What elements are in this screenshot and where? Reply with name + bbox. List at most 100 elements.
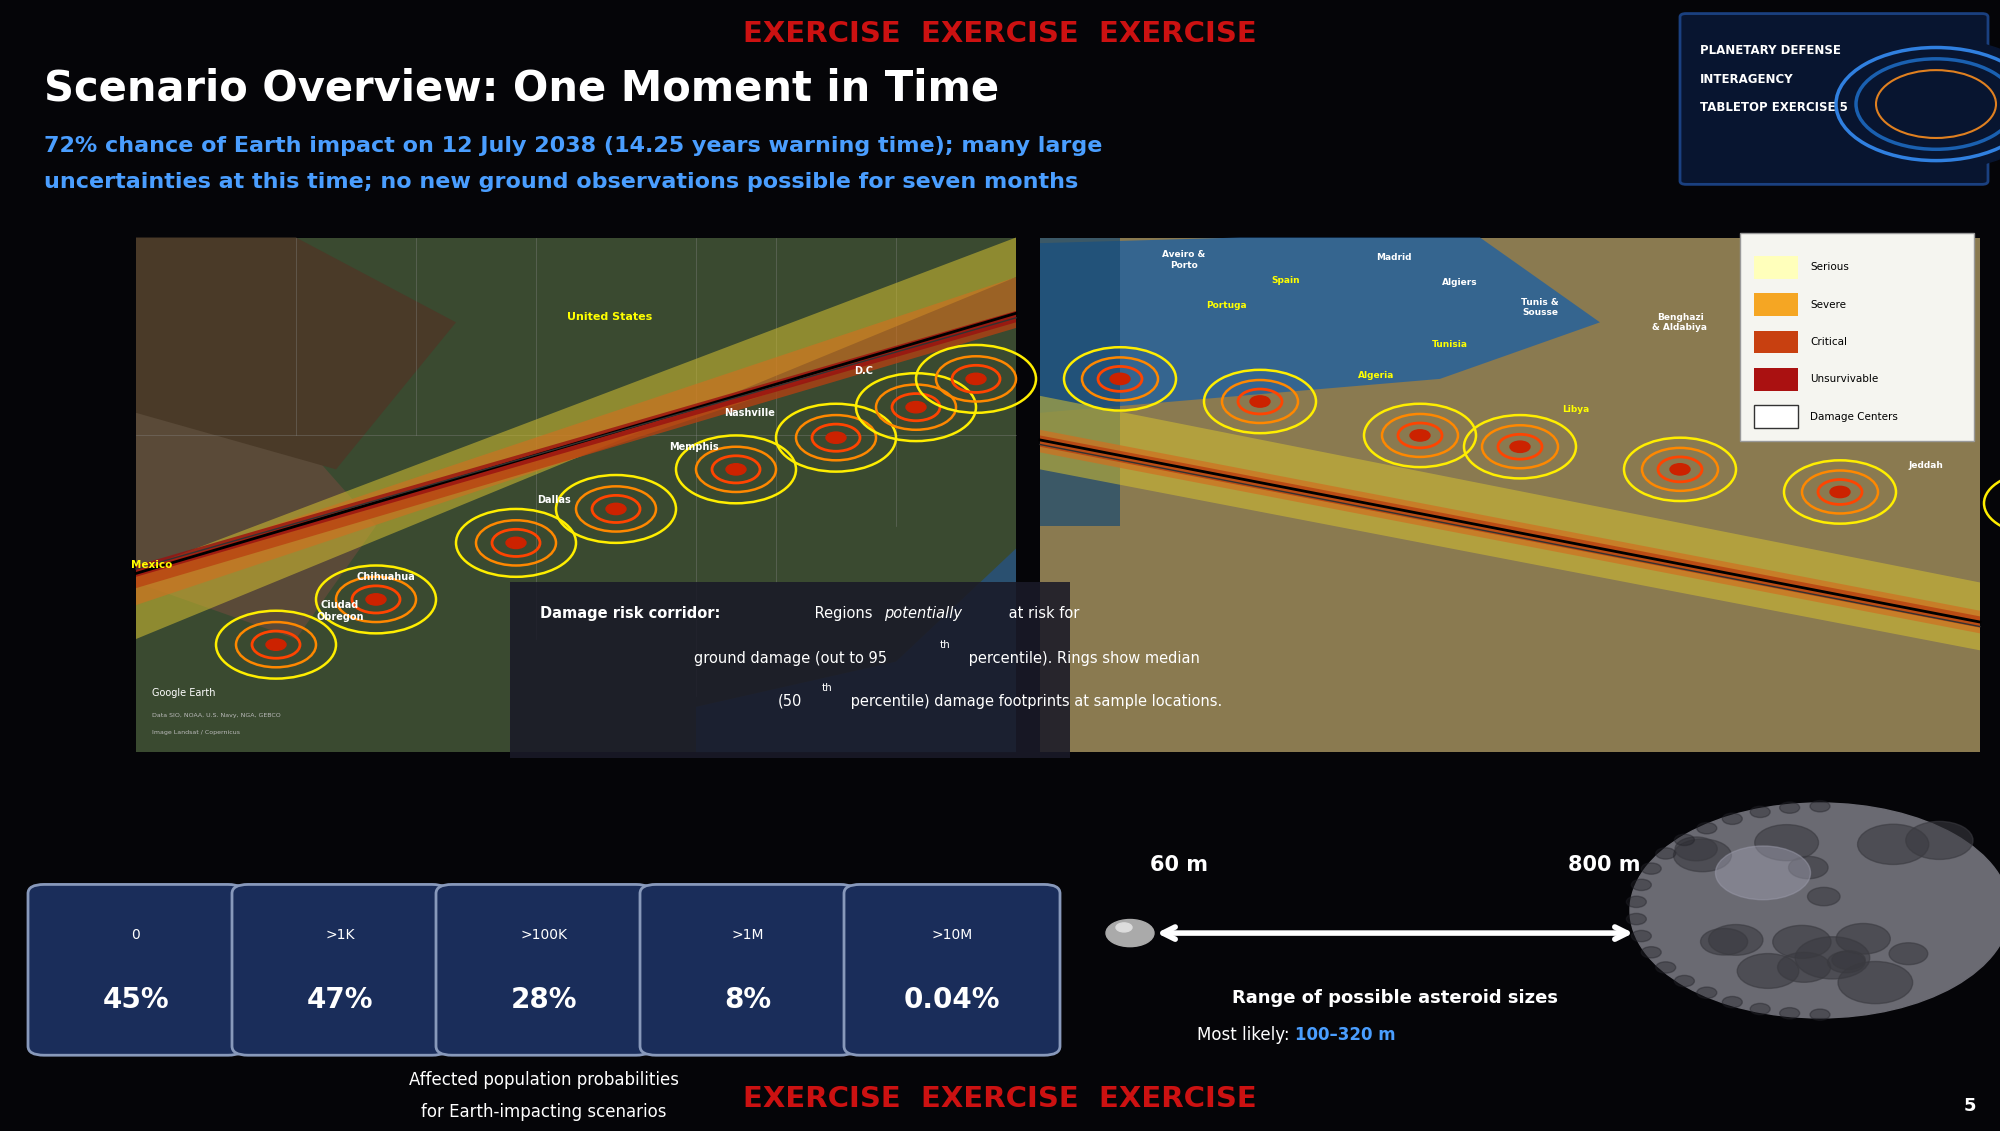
Text: Google Earth: Google Earth [152, 688, 216, 698]
Text: 100–320 m: 100–320 m [1296, 1026, 1396, 1044]
Text: Aswan: Aswan [1794, 428, 1826, 437]
Text: 47%: 47% [306, 986, 374, 1015]
Text: United States: United States [568, 312, 652, 321]
Circle shape [1670, 464, 1690, 475]
Text: for Earth-impacting scenarios: for Earth-impacting scenarios [422, 1103, 666, 1121]
Text: Critical: Critical [1810, 337, 1848, 347]
Circle shape [1110, 373, 1130, 385]
Polygon shape [1040, 238, 1120, 526]
Text: Most likely:: Most likely: [1198, 1026, 1296, 1044]
FancyBboxPatch shape [510, 582, 1070, 758]
Circle shape [726, 464, 746, 475]
Text: Madrid: Madrid [1376, 253, 1412, 262]
Circle shape [1830, 486, 1850, 498]
FancyBboxPatch shape [1754, 293, 1798, 317]
Circle shape [1828, 951, 1864, 973]
Polygon shape [136, 311, 1016, 588]
Circle shape [606, 503, 626, 515]
Circle shape [1906, 821, 1974, 860]
Text: 0.04%: 0.04% [904, 986, 1000, 1015]
Circle shape [506, 537, 526, 549]
FancyBboxPatch shape [1754, 406, 1798, 428]
Circle shape [1626, 896, 1646, 907]
Circle shape [1772, 925, 1832, 958]
Text: Aveiro &
Porto: Aveiro & Porto [1162, 250, 1206, 270]
Text: Ciudad
Obregon: Ciudad Obregon [316, 599, 364, 622]
Circle shape [1656, 961, 1676, 973]
Text: >10M: >10M [932, 927, 972, 942]
Circle shape [1656, 848, 1676, 860]
Circle shape [1838, 961, 1912, 1003]
Circle shape [1722, 996, 1742, 1008]
Polygon shape [136, 356, 376, 639]
Circle shape [1738, 953, 1798, 988]
Circle shape [1750, 1003, 1770, 1015]
Text: >100K: >100K [520, 927, 568, 942]
Circle shape [1510, 441, 1530, 452]
Text: potentially: potentially [884, 605, 962, 621]
Circle shape [1696, 822, 1716, 834]
Text: Algiers: Algiers [1442, 278, 1478, 287]
Text: >1M: >1M [732, 927, 764, 942]
Circle shape [1674, 839, 1732, 872]
Circle shape [1632, 879, 1652, 890]
Text: Serious: Serious [1810, 262, 1848, 273]
Circle shape [366, 594, 386, 605]
FancyBboxPatch shape [28, 884, 244, 1055]
Text: Severe: Severe [1810, 300, 1846, 310]
Text: Damage risk corridor:: Damage risk corridor: [540, 605, 720, 621]
Circle shape [1810, 801, 1830, 812]
Text: at risk for: at risk for [1004, 605, 1080, 621]
Text: 0: 0 [132, 927, 140, 942]
Circle shape [1796, 936, 1870, 979]
Circle shape [1716, 846, 1810, 900]
Text: TABLETOP EXERCISE 5: TABLETOP EXERCISE 5 [1700, 101, 1848, 114]
Text: Memphis: Memphis [670, 442, 718, 451]
Text: Libya: Libya [1562, 405, 1590, 414]
Circle shape [906, 402, 926, 413]
Text: 800 m: 800 m [1568, 855, 1640, 875]
Circle shape [1808, 888, 1840, 906]
Circle shape [1250, 396, 1270, 407]
Circle shape [1836, 924, 1890, 955]
Text: Regions: Regions [810, 605, 878, 621]
FancyBboxPatch shape [1740, 233, 1974, 441]
Circle shape [1696, 987, 1716, 999]
Circle shape [1410, 430, 1430, 441]
FancyBboxPatch shape [436, 884, 652, 1055]
Text: 45%: 45% [102, 986, 170, 1015]
Text: 5: 5 [1964, 1097, 1976, 1115]
FancyBboxPatch shape [136, 238, 1016, 752]
Circle shape [1642, 947, 1662, 958]
Circle shape [1780, 1008, 1800, 1019]
Circle shape [1674, 835, 1694, 846]
Polygon shape [696, 549, 1016, 752]
Text: Chihuahua: Chihuahua [356, 572, 416, 581]
Text: EXERCISE  EXERCISE  EXERCISE: EXERCISE EXERCISE EXERCISE [744, 1086, 1256, 1113]
Polygon shape [136, 238, 1016, 639]
Text: Dallas: Dallas [538, 495, 570, 504]
Text: (50: (50 [778, 693, 802, 709]
Circle shape [1788, 856, 1828, 879]
FancyBboxPatch shape [1680, 14, 1988, 184]
Circle shape [1780, 802, 1800, 813]
Text: percentile) damage footprints at sample locations.: percentile) damage footprints at sample … [846, 693, 1222, 709]
Circle shape [1632, 931, 1652, 942]
Text: Mexico: Mexico [132, 561, 172, 570]
Text: th: th [940, 640, 950, 649]
Text: th: th [822, 683, 832, 692]
Text: Nashville: Nashville [724, 408, 776, 417]
Circle shape [1708, 924, 1762, 956]
Circle shape [1750, 806, 1770, 818]
Text: Egypt: Egypt [1772, 335, 1800, 344]
Circle shape [1810, 1009, 1830, 1020]
Text: Algeria: Algeria [1358, 371, 1394, 380]
Polygon shape [1040, 396, 1980, 650]
Text: PLANETARY DEFENSE: PLANETARY DEFENSE [1700, 44, 1840, 58]
Polygon shape [1040, 238, 1980, 752]
Circle shape [1676, 837, 1718, 861]
Circle shape [1630, 803, 2000, 1018]
FancyBboxPatch shape [1754, 330, 1798, 353]
Polygon shape [136, 238, 456, 469]
Circle shape [1820, 38, 2000, 170]
